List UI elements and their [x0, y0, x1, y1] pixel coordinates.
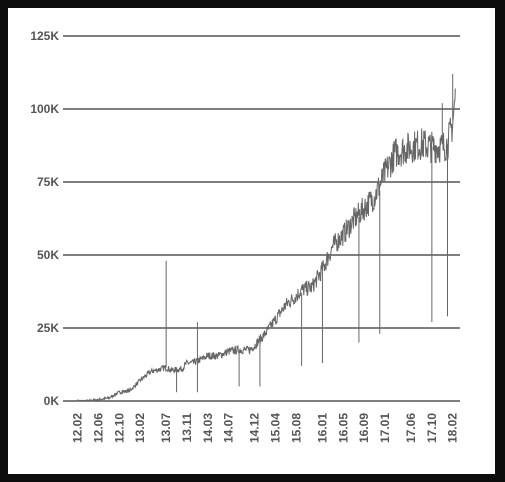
x-tick-label: 12.06 [91, 413, 105, 443]
x-tick-label: 12.10 [112, 413, 126, 443]
x-tick-label: 12.02 [71, 413, 85, 443]
chart-frame: 0K 25K 50K 75K 100K 125K 12.02 12.06 12.10 13.02… [8, 8, 495, 474]
y-axis-ticks: 0K 25K 50K 75K 100K 125K [30, 29, 59, 408]
x-axis-ticks: 12.02 12.06 12.10 13.02 13.07 13.11 14.03 14.07… [71, 413, 460, 443]
y-tick-label: 100K [30, 102, 59, 116]
y-tick-label: 75K [37, 175, 59, 189]
series-line [77, 88, 456, 403]
x-tick-label: 14.07 [222, 413, 236, 443]
y-tick-label: 25K [37, 321, 59, 335]
x-tick-label: 14.12 [248, 413, 262, 443]
x-tick-label: 15.08 [289, 413, 303, 443]
y-tick-label: 0K [44, 394, 60, 408]
x-tick-label: 15.04 [269, 413, 283, 443]
y-tick-label: 125K [30, 29, 59, 43]
x-tick-label: 18.02 [446, 413, 460, 443]
x-tick-label: 17.06 [404, 413, 418, 443]
y-tick-label: 50K [37, 248, 59, 262]
x-tick-label: 16.05 [336, 413, 350, 443]
spike-marks [165, 73, 454, 393]
x-tick-label: 13.11 [180, 413, 194, 443]
x-tick-label: 16.09 [357, 413, 371, 443]
x-tick-label: 17.10 [425, 413, 439, 443]
grid-lines [63, 35, 460, 402]
x-tick-label: 17.01 [378, 413, 392, 443]
line-chart: 0K 25K 50K 75K 100K 125K 12.02 12.06 12.10 13.02… [30, 29, 460, 443]
x-tick-label: 13.07 [159, 413, 173, 443]
x-tick-label: 14.03 [201, 413, 215, 443]
x-tick-label: 16.01 [315, 413, 329, 443]
series-lines [77, 88, 456, 403]
x-tick-label: 13.02 [133, 413, 147, 443]
